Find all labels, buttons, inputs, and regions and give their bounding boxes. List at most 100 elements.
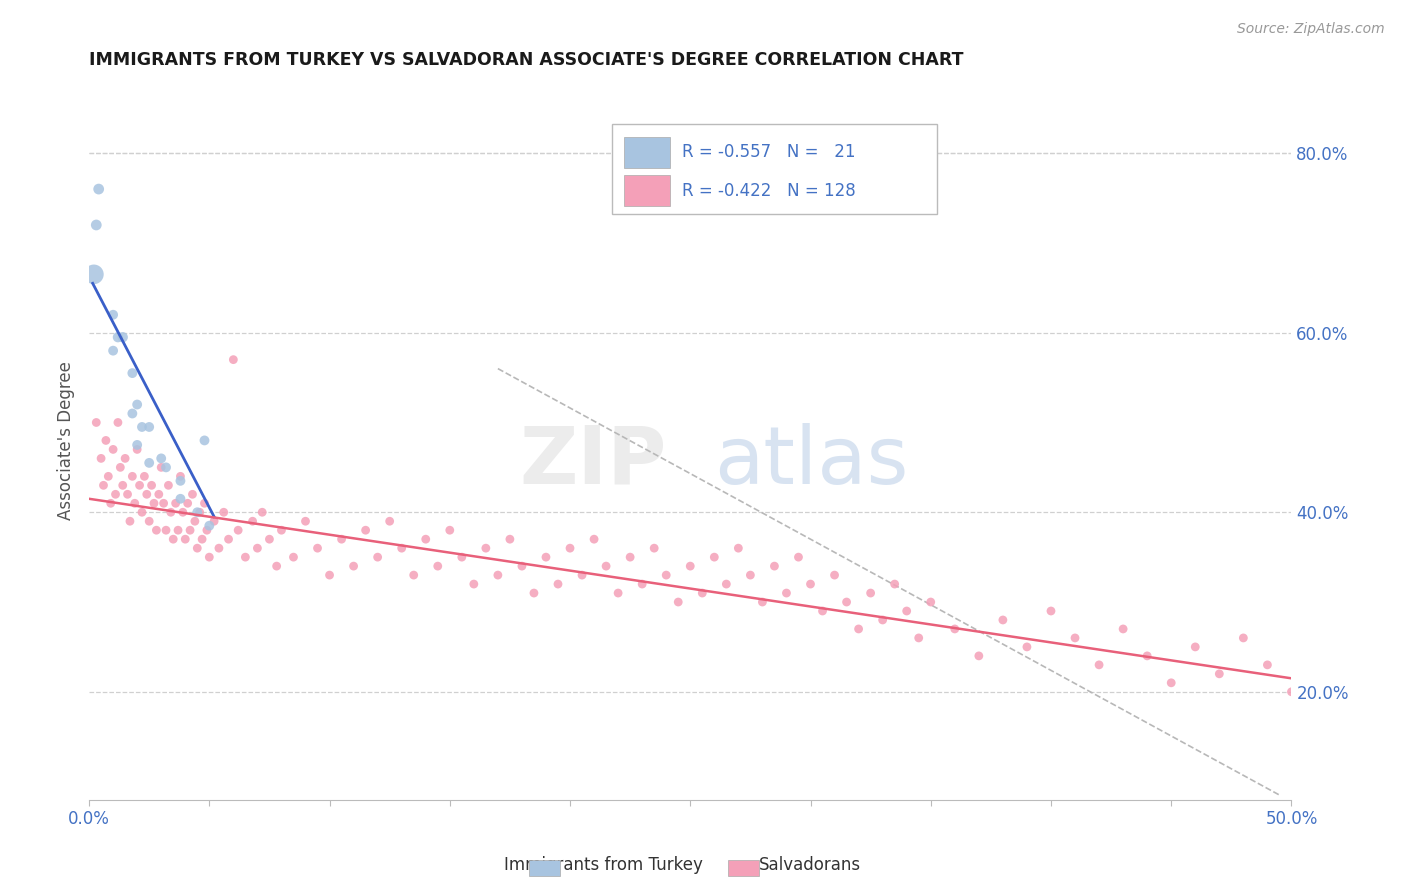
Point	[426, 559, 449, 574]
Point	[138, 514, 160, 528]
Point	[94, 434, 117, 448]
Point	[523, 586, 546, 600]
Point	[127, 442, 149, 457]
Point	[143, 496, 166, 510]
Point	[121, 366, 143, 380]
Point	[117, 487, 139, 501]
Point	[666, 595, 689, 609]
Text: R = -0.422   N = 128: R = -0.422 N = 128	[682, 181, 856, 200]
Point	[101, 308, 124, 322]
Point	[131, 505, 153, 519]
Point	[1208, 666, 1230, 681]
Point	[811, 604, 834, 618]
Point	[131, 420, 153, 434]
Point	[101, 442, 124, 457]
Point	[155, 523, 177, 537]
Point	[167, 523, 190, 537]
Point	[342, 559, 364, 574]
Point	[184, 514, 207, 528]
Point	[907, 631, 929, 645]
Point	[83, 268, 105, 282]
Point	[266, 559, 288, 574]
Point	[195, 523, 218, 537]
Text: Source: ZipAtlas.com: Source: ZipAtlas.com	[1237, 22, 1385, 37]
Point	[740, 568, 762, 582]
Point	[391, 541, 413, 556]
Point	[1136, 648, 1159, 663]
Point	[174, 532, 197, 546]
Point	[534, 550, 557, 565]
Point	[226, 523, 249, 537]
Point	[402, 568, 425, 582]
Point	[250, 505, 273, 519]
Point	[169, 469, 191, 483]
Point	[176, 496, 198, 510]
Point	[124, 496, 146, 510]
Point	[896, 604, 918, 618]
Point	[155, 460, 177, 475]
Point	[787, 550, 810, 565]
Point	[848, 622, 870, 636]
Point	[186, 505, 208, 519]
Point	[967, 648, 990, 663]
Point	[475, 541, 498, 556]
Point	[1039, 604, 1062, 618]
Point	[716, 577, 738, 591]
Point	[595, 559, 617, 574]
Text: IMMIGRANTS FROM TURKEY VS SALVADORAN ASSOCIATE'S DEGREE CORRELATION CHART: IMMIGRANTS FROM TURKEY VS SALVADORAN ASS…	[89, 51, 963, 69]
Point	[162, 532, 184, 546]
Point	[824, 568, 846, 582]
Point	[330, 532, 353, 546]
Point	[145, 523, 167, 537]
Point	[799, 577, 821, 591]
Point	[450, 550, 472, 565]
Text: R = -0.557   N =   21: R = -0.557 N = 21	[682, 143, 855, 161]
Point	[107, 416, 129, 430]
Point	[179, 523, 201, 537]
Point	[148, 487, 170, 501]
Point	[104, 487, 127, 501]
Point	[883, 577, 905, 591]
Point	[378, 514, 401, 528]
Point	[510, 559, 533, 574]
Point	[751, 595, 773, 609]
FancyBboxPatch shape	[624, 136, 669, 168]
Point	[991, 613, 1014, 627]
Point	[1112, 622, 1135, 636]
Point	[188, 505, 211, 519]
Text: atlas: atlas	[714, 423, 908, 501]
Point	[127, 398, 149, 412]
Point	[107, 330, 129, 344]
Point	[127, 438, 149, 452]
Point	[486, 568, 509, 582]
Point	[150, 460, 173, 475]
Point	[835, 595, 858, 609]
Point	[619, 550, 641, 565]
Point	[1088, 657, 1111, 672]
Point	[235, 550, 257, 565]
Point	[242, 514, 264, 528]
Point	[121, 407, 143, 421]
Point	[97, 469, 120, 483]
Point	[160, 505, 183, 519]
Point	[222, 352, 245, 367]
Point	[152, 496, 174, 510]
Text: ZIP: ZIP	[519, 423, 666, 501]
Point	[193, 434, 215, 448]
Point	[283, 550, 305, 565]
Point	[193, 496, 215, 510]
Point	[218, 532, 240, 546]
Point	[246, 541, 269, 556]
Point	[87, 182, 110, 196]
Point	[134, 469, 156, 483]
Point	[270, 523, 292, 537]
Point	[138, 456, 160, 470]
Point	[1281, 685, 1303, 699]
Point	[150, 451, 173, 466]
Point	[84, 416, 107, 430]
Point	[111, 478, 134, 492]
Point	[100, 496, 122, 510]
Point	[727, 541, 749, 556]
Point	[208, 541, 231, 556]
Point	[679, 559, 702, 574]
